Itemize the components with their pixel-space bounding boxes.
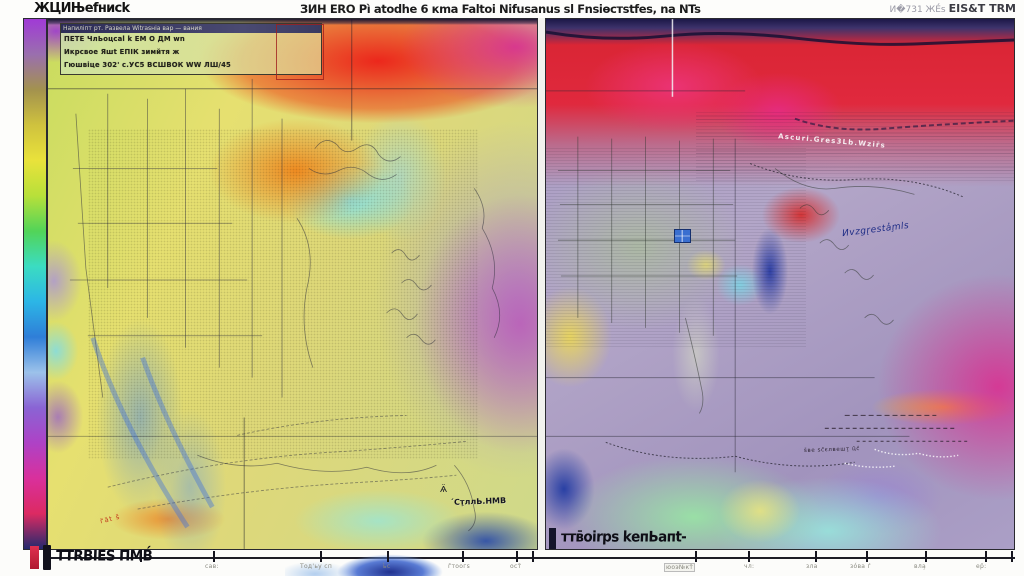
axis-tick: [140, 551, 142, 562]
axis-tick: [985, 551, 987, 562]
left-forecast-map: Напиліпт рт. Развела Witrasніа вар — ван…: [47, 18, 538, 550]
axis-tick: [1011, 551, 1013, 562]
axis-label: ер̄:: [976, 563, 987, 570]
bottom-axis: cав: Тод'ьу сп ь̀с г̄тоогs ост̄ юоэ№кт̄ чл: зла…: [0, 550, 1024, 576]
axis-blue-blob: [285, 550, 475, 576]
info-box-line: Икрсвое Яшt ЕПІК зимйтя ж: [64, 47, 180, 56]
axis-tick: [748, 551, 750, 562]
header-right-label: EIS&T TRM: [948, 2, 1016, 15]
left-map-tiny-mark: Ѧ̈: [440, 485, 448, 494]
header-right-prefix: И�731 ЖЕ́ѕ: [889, 5, 946, 15]
axis-rule: [47, 557, 1015, 559]
axis-label: зо́ва ѓ: [850, 563, 871, 570]
axis-label: вла̧: [914, 563, 926, 570]
axis-tick: [387, 551, 389, 562]
info-box-line: ПЕТЕ ЧлЬоцсаl k ЕМ О ДМ wn: [64, 35, 185, 43]
left-label-black-bar: [43, 545, 51, 570]
colorbar: [23, 18, 47, 550]
left-map-dot-texture: [88, 129, 478, 459]
axis-label: г̄тоогs: [448, 563, 471, 570]
axis-tick: [925, 551, 927, 562]
right-map-bottom-label: ттв̄оіrрs kепЬапt-: [560, 528, 687, 546]
axis-label: ост̄: [510, 563, 522, 570]
axis-label: ь̀с: [383, 563, 391, 570]
axis-label: юоэ№кт̄: [664, 563, 696, 572]
axis-tick: [320, 551, 322, 562]
axis-label: cав:: [205, 563, 219, 570]
info-box-title-bar: Напиліпт рт. Развела Witrasніа вар — ван…: [61, 24, 321, 33]
axis-label: Тод'ьу сп: [300, 563, 333, 570]
axis-tick: [462, 551, 464, 562]
axis-tick: [516, 551, 518, 562]
left-label-red-bar: [30, 546, 39, 569]
axis-tick: [815, 551, 817, 562]
left-map-top-band: [48, 19, 537, 25]
axis-tick: [213, 551, 215, 562]
left-map-info-box: Напиліпт рт. Развела Witrasніа вар — ван…: [60, 23, 322, 75]
logo-text: ЖЦИЊеfниck: [34, 0, 130, 17]
right-label-black-bar: [549, 528, 556, 549]
axis-tick: [695, 551, 697, 562]
left-map-red-outline-box: [276, 24, 324, 80]
axis-tick: [532, 551, 534, 562]
map-divider: [538, 18, 545, 550]
header-strip: ЖЦИЊеfниck ЗИН ERO Pì atodhe 6 кma Falto…: [0, 0, 1024, 18]
map-marker-icon: [674, 229, 691, 243]
axis-label: чл:: [744, 563, 755, 570]
axis-label: зла: [806, 563, 818, 570]
page-title: ЗИН ERO Pì atodhe 6 кma Faltoi Nifusanus…: [300, 2, 701, 16]
info-box-line: Гюшвіце 302' с.УС5 ВСШВОК WW ЛШ/45: [64, 60, 231, 69]
header-right-text: И�731 ЖЕ́ѕ EIS&T TRM: [890, 2, 1016, 15]
axis-tick: [866, 551, 868, 562]
left-map-bottom-label: ТТRВІЕS ПМВ́: [55, 547, 153, 565]
right-forecast-map: Ascuri.Gres3Lb.Wzir̄s Иvzgr̨esta̓m̧ls ѕ̄…: [545, 18, 1015, 550]
